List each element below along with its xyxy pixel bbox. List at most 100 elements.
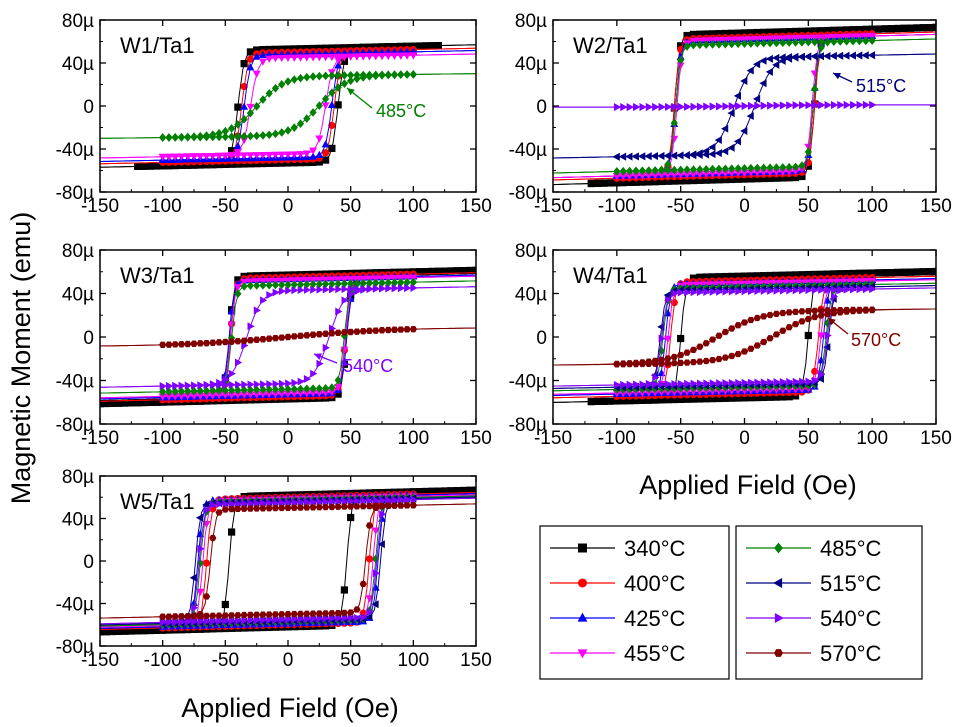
data-point	[240, 132, 248, 141]
data-point	[271, 390, 280, 399]
data-point	[748, 378, 756, 387]
data-point	[202, 593, 211, 600]
data-point	[829, 51, 837, 60]
data-point	[708, 40, 717, 49]
data-point	[664, 395, 672, 403]
data-point	[632, 396, 640, 405]
data-point	[818, 101, 826, 110]
data-point	[677, 165, 685, 175]
y-tick-label: 0	[83, 552, 94, 573]
data-point	[134, 399, 142, 407]
data-point	[265, 151, 274, 160]
data-point	[722, 102, 730, 111]
data-point	[403, 52, 412, 60]
data-point	[722, 287, 730, 296]
y-tick-label: 40µ	[62, 285, 94, 306]
data-point	[760, 163, 768, 173]
data-point	[241, 616, 249, 625]
data-point	[390, 52, 399, 60]
data-point	[670, 165, 678, 175]
data-point	[670, 395, 678, 404]
panel-label: W4/Ta1	[573, 263, 648, 288]
data-point	[664, 355, 672, 362]
data-point	[752, 60, 761, 69]
data-point	[690, 288, 698, 297]
data-point	[290, 390, 299, 398]
data-point	[309, 108, 317, 117]
data-point	[683, 31, 691, 40]
data-point	[246, 55, 254, 63]
data-point	[177, 153, 186, 161]
data-point	[209, 130, 217, 139]
data-point	[632, 172, 640, 180]
data-point	[811, 101, 820, 110]
data-point	[760, 38, 768, 48]
x-tick-label: 150	[460, 428, 492, 449]
data-point	[823, 270, 832, 278]
data-point	[862, 25, 870, 34]
plot-area	[100, 266, 476, 408]
data-point	[310, 285, 318, 294]
data-point	[253, 281, 261, 290]
data-point	[347, 503, 355, 510]
data-point	[644, 172, 653, 180]
data-point	[632, 178, 640, 186]
data-point	[791, 321, 800, 328]
data-point	[146, 162, 154, 170]
data-point	[234, 103, 242, 111]
series-540c	[100, 495, 476, 627]
data-point	[798, 308, 806, 315]
data-point	[874, 269, 883, 277]
data-point	[639, 380, 647, 389]
data-point	[284, 54, 292, 62]
data-point	[296, 504, 305, 511]
data-point	[850, 285, 858, 294]
data-point	[322, 610, 330, 617]
data-point	[785, 38, 793, 47]
data-point	[260, 380, 268, 389]
data-point	[677, 55, 685, 65]
data-point	[184, 386, 192, 396]
data-point	[696, 395, 704, 403]
series-line-down	[100, 503, 476, 619]
data-point	[316, 497, 324, 506]
data-point	[197, 617, 205, 626]
x-tick-label: 100	[856, 196, 888, 217]
data-point	[792, 101, 800, 110]
data-point	[359, 328, 367, 335]
data-point	[612, 173, 621, 181]
data-point	[228, 528, 236, 536]
legend-label: 485°C	[820, 536, 882, 561]
data-point	[234, 616, 243, 625]
data-point	[271, 55, 280, 63]
data-point	[246, 337, 254, 344]
data-point	[740, 39, 749, 48]
data-point	[416, 42, 424, 50]
y-tick-label: 0	[536, 328, 547, 349]
data-point	[404, 284, 412, 292]
data-point	[272, 498, 280, 507]
data-point	[613, 397, 621, 405]
data-point	[159, 382, 167, 391]
data-point	[190, 340, 198, 347]
data-point	[240, 505, 248, 512]
data-point	[862, 100, 871, 109]
data-point	[290, 123, 298, 132]
data-point	[266, 291, 274, 299]
data-point	[340, 586, 348, 594]
data-point	[347, 285, 355, 294]
data-point	[253, 336, 261, 343]
data-point	[671, 379, 679, 388]
data-point	[247, 616, 255, 625]
data-point	[754, 287, 762, 296]
data-point	[766, 28, 774, 36]
data-point	[644, 152, 652, 161]
data-point	[696, 30, 704, 38]
data-point	[728, 164, 736, 173]
data-point	[335, 497, 343, 506]
data-point	[391, 284, 399, 293]
data-point	[303, 504, 311, 511]
data-point	[253, 616, 261, 625]
data-point	[140, 162, 148, 170]
x-tick-label: -100	[598, 196, 636, 217]
